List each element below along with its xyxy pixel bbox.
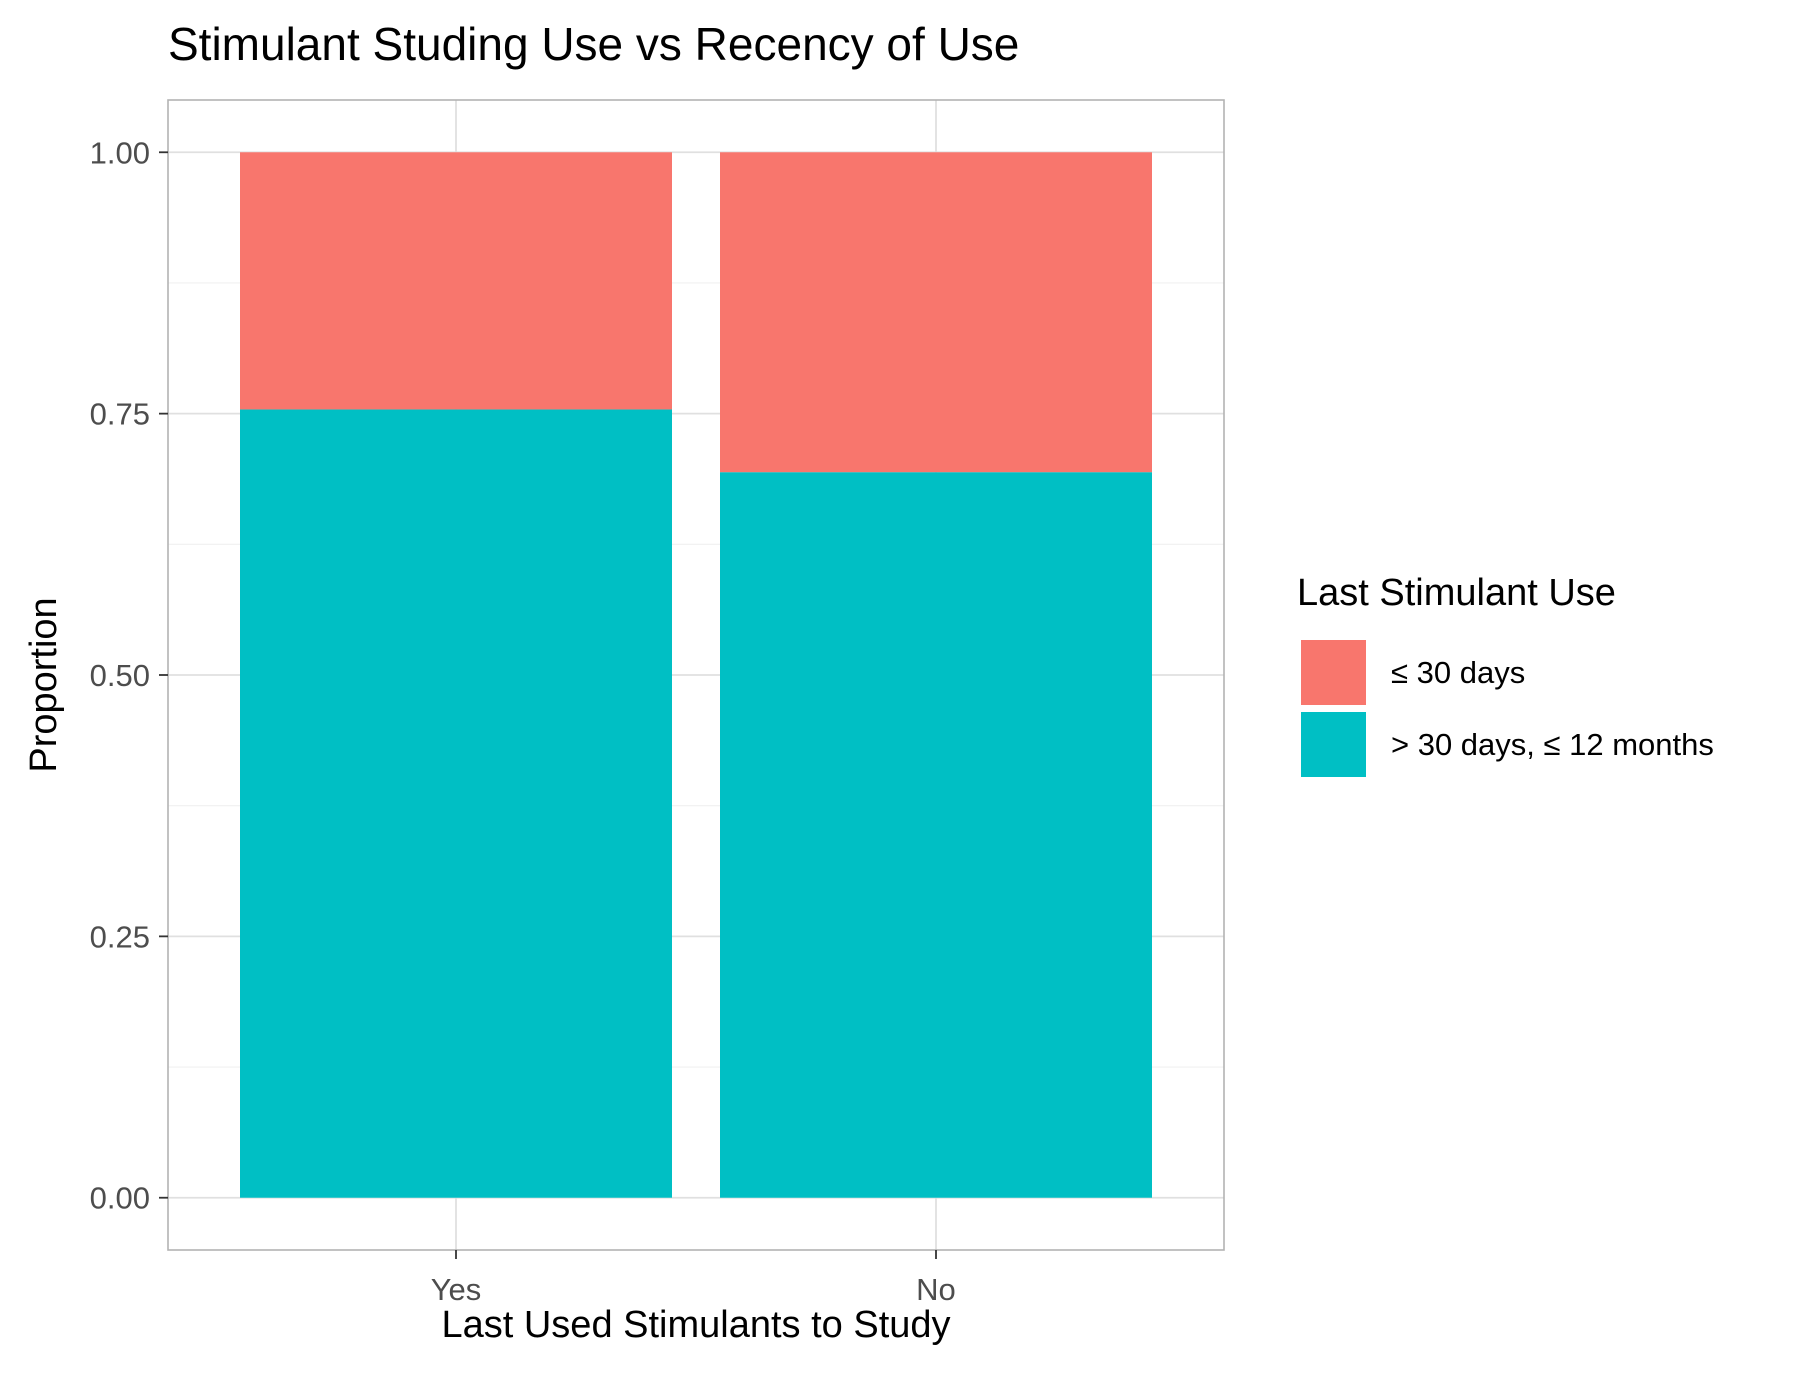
x-tick-label: Yes <box>431 1272 482 1307</box>
y-tick-label: 0.75 <box>90 397 150 432</box>
bar-segment <box>720 152 1152 473</box>
x-axis: Yes No <box>431 1250 956 1307</box>
y-axis: 0.00 0.25 0.50 0.75 1.00 <box>90 135 168 1216</box>
legend-swatch <box>1299 710 1368 779</box>
bar-segment <box>240 152 672 410</box>
y-tick-label: 0.50 <box>90 658 150 693</box>
bar-segment <box>240 409 672 1198</box>
legend-title: Last Stimulant Use <box>1297 572 1616 614</box>
y-tick-label: 0.00 <box>90 1181 150 1216</box>
legend-label: ≤ 30 days <box>1391 655 1525 690</box>
y-tick-label: 0.25 <box>90 919 150 954</box>
y-tick-label: 1.00 <box>90 135 150 170</box>
legend-label: > 30 days, ≤ 12 months <box>1391 727 1714 762</box>
legend-items: ≤ 30 days > 30 days, ≤ 12 months <box>1299 638 1714 779</box>
bars <box>240 152 1152 1198</box>
chart-title: Stimulant Studing Use vs Recency of Use <box>168 18 1019 70</box>
x-tick-label: No <box>916 1272 956 1307</box>
legend-swatch <box>1299 638 1368 707</box>
y-axis-label: Proportion <box>23 597 65 772</box>
bar-segment <box>720 472 1152 1198</box>
legend: Last Stimulant Use ≤ 30 days > 30 days, ≤… <box>1297 572 1714 779</box>
x-axis-label: Last Used Stimulants to Study <box>441 1304 950 1346</box>
